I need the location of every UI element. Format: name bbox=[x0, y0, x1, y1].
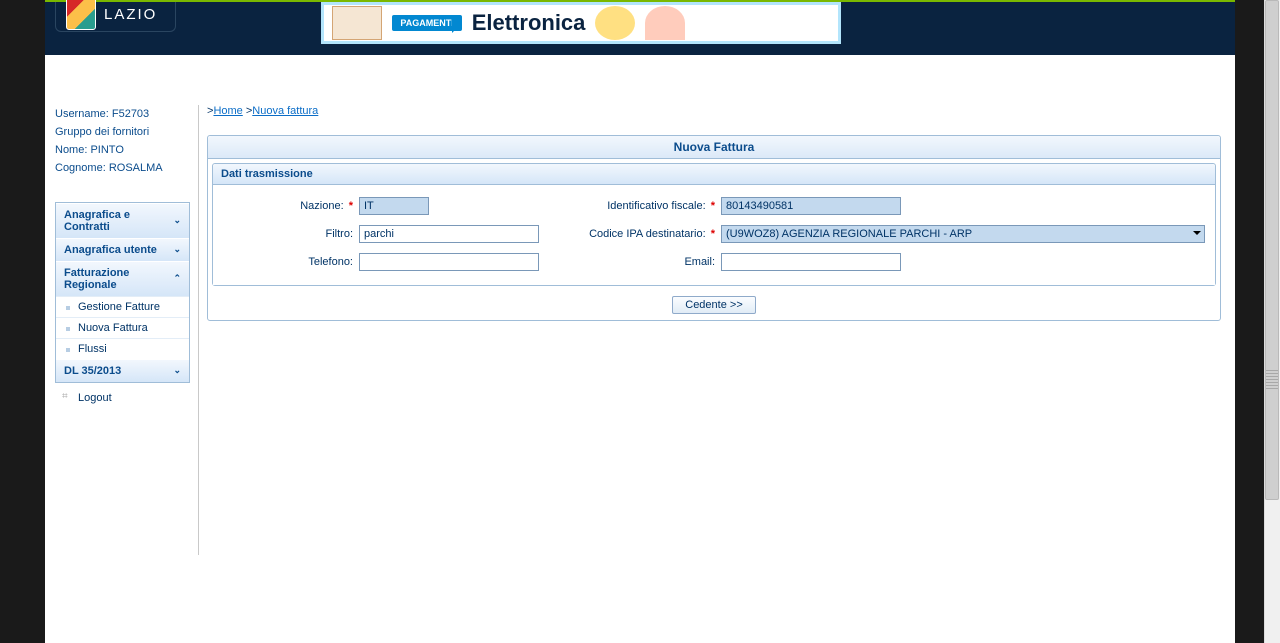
menu-fatturazione-label: Fatturazione Regionale bbox=[64, 267, 174, 291]
label-filtro: Filtro: bbox=[223, 228, 353, 240]
menu-item-nuova-fattura[interactable]: Nuova Fattura bbox=[56, 317, 189, 338]
scrollbar[interactable] bbox=[1264, 0, 1280, 643]
menu-dl35-label: DL 35/2013 bbox=[64, 365, 121, 377]
banner-title: Elettronica bbox=[472, 10, 586, 36]
label-telefono: Telefono: bbox=[223, 256, 353, 268]
chevron-down-icon: ⌄ bbox=[174, 365, 182, 376]
label-email: Email: bbox=[565, 256, 715, 268]
label-id-fiscale: Identificativo fiscale: * bbox=[565, 200, 715, 212]
banner-illustration-icon bbox=[332, 6, 382, 40]
banner-tag: PAGAMENTI bbox=[392, 15, 461, 31]
menu-anagrafica-utente-label: Anagrafica utente bbox=[64, 244, 157, 256]
menu-anagrafica-contratti-label: Anagrafica e Contratti bbox=[64, 209, 174, 233]
main-content: >Home >Nuova fattura Nuova Fattura Dati … bbox=[207, 55, 1225, 555]
name-label: Nome: bbox=[55, 144, 87, 156]
panel-title: Nuova Fattura bbox=[208, 136, 1220, 159]
cedente-button[interactable]: Cedente >> bbox=[672, 296, 756, 314]
logout-link[interactable]: Logout bbox=[55, 385, 190, 411]
menu-fatturazione[interactable]: Fatturazione Regionale ⌃ bbox=[56, 261, 189, 296]
select-codice-ipa[interactable]: (U9WOZ8) AGENZIA REGIONALE PARCHI - ARP bbox=[721, 225, 1205, 243]
surname-label: Cognome: bbox=[55, 162, 106, 174]
banner: PAGAMENTI Elettronica bbox=[321, 2, 841, 44]
vertical-divider bbox=[198, 105, 199, 555]
username-value: F52703 bbox=[112, 108, 149, 120]
username-label: Username: bbox=[55, 108, 109, 120]
scrollbar-grip-icon bbox=[1266, 370, 1278, 390]
chevron-down-icon: ⌄ bbox=[174, 244, 182, 255]
banner-coin-icon bbox=[595, 6, 635, 40]
top-header: LAZIO PAGAMENTI Elettronica bbox=[45, 2, 1235, 55]
menu-anagrafica-utente[interactable]: Anagrafica utente ⌄ bbox=[56, 238, 189, 261]
breadcrumb: >Home >Nuova fattura bbox=[207, 105, 1225, 117]
menu-dl35[interactable]: DL 35/2013 ⌄ bbox=[56, 359, 189, 382]
sidebar-menu: Anagrafica e Contratti ⌄ Anagrafica uten… bbox=[55, 202, 190, 383]
banner-person-icon bbox=[645, 6, 685, 40]
user-info: Username: F52703 Gruppo dei fornitori No… bbox=[55, 105, 190, 178]
section-dati-trasmissione: Dati trasmissione Nazione: * Identificat… bbox=[212, 163, 1216, 286]
input-filtro[interactable] bbox=[359, 225, 539, 243]
input-telefono[interactable] bbox=[359, 253, 539, 271]
breadcrumb-home[interactable]: Home bbox=[213, 105, 242, 117]
label-nazione: Nazione: * bbox=[223, 200, 353, 212]
name-value: PINTO bbox=[90, 144, 123, 156]
menu-item-flussi[interactable]: Flussi bbox=[56, 338, 189, 359]
sidebar: Username: F52703 Gruppo dei fornitori No… bbox=[55, 55, 190, 555]
section-title: Dati trasmissione bbox=[213, 164, 1215, 185]
chevron-down-icon: ⌄ bbox=[174, 215, 182, 226]
menu-anagrafica-contratti[interactable]: Anagrafica e Contratti ⌄ bbox=[56, 203, 189, 238]
surname-value: ROSALMA bbox=[109, 162, 163, 174]
panel-nuova-fattura: Nuova Fattura Dati trasmissione Nazione:… bbox=[207, 135, 1221, 321]
region-label: LAZIO bbox=[104, 6, 157, 23]
menu-item-gestione-fatture[interactable]: Gestione Fatture bbox=[56, 296, 189, 317]
input-email[interactable] bbox=[721, 253, 901, 271]
input-nazione[interactable] bbox=[359, 197, 429, 215]
region-logo-tab[interactable]: LAZIO bbox=[55, 2, 176, 32]
scrollbar-thumb[interactable] bbox=[1265, 0, 1279, 500]
chevron-up-icon: ⌃ bbox=[174, 273, 182, 284]
input-id-fiscale[interactable] bbox=[721, 197, 901, 215]
label-codice-ipa: Codice IPA destinatario: * bbox=[565, 228, 715, 240]
breadcrumb-current[interactable]: Nuova fattura bbox=[252, 105, 318, 117]
region-crest-icon bbox=[66, 0, 96, 30]
user-group: Gruppo dei fornitori bbox=[55, 123, 190, 141]
